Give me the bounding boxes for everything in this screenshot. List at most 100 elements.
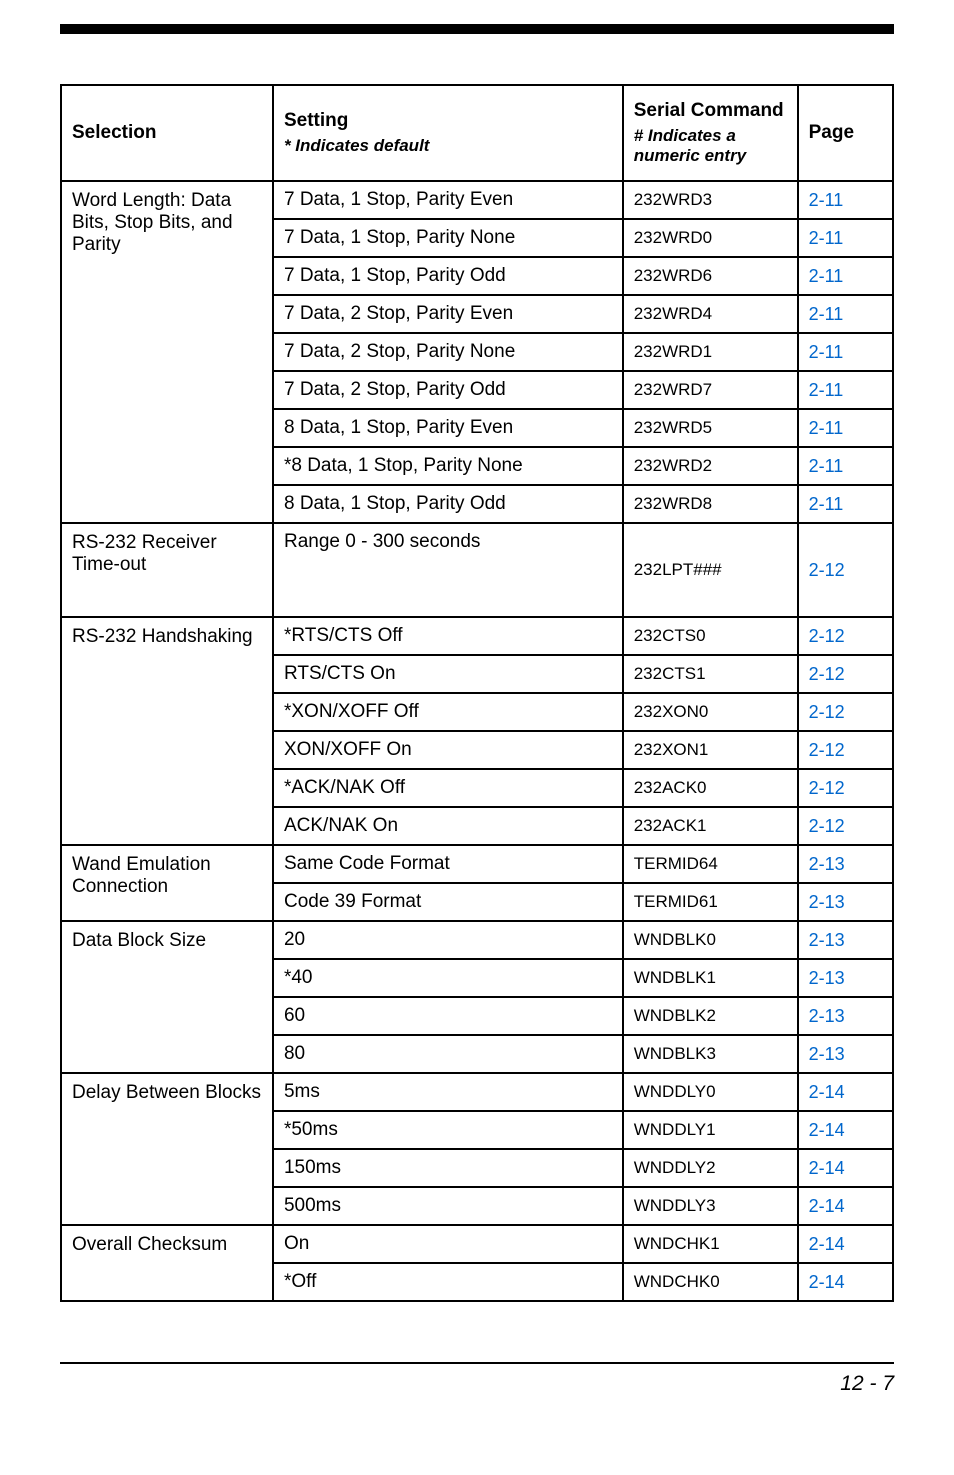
page-link[interactable]: 2-14 — [809, 1234, 845, 1254]
command-cell: 232WRD7 — [623, 371, 798, 409]
command-cell: 232WRD5 — [623, 409, 798, 447]
command-cell: 232WRD3 — [623, 181, 798, 219]
page-link[interactable]: 2-14 — [809, 1120, 845, 1140]
setting-cell: 7 Data, 1 Stop, Parity Odd — [273, 257, 623, 295]
table-row: Word Length: Data Bits, Stop Bits, and P… — [61, 181, 893, 219]
page-cell: 2-14 — [798, 1263, 893, 1301]
command-cell: WNDBLK3 — [623, 1035, 798, 1073]
page-link[interactable]: 2-11 — [809, 304, 844, 324]
command-cell: 232WRD4 — [623, 295, 798, 333]
page-cell: 2-12 — [798, 807, 893, 845]
command-cell: 232ACK1 — [623, 807, 798, 845]
setting-cell: 7 Data, 2 Stop, Parity Odd — [273, 371, 623, 409]
page-link[interactable]: 2-12 — [809, 778, 845, 798]
setting-cell: *RTS/CTS Off — [273, 617, 623, 655]
page-cell: 2-11 — [798, 447, 893, 485]
page-link[interactable]: 2-13 — [809, 892, 845, 912]
table-row: Overall ChecksumOnWNDCHK12-14 — [61, 1225, 893, 1263]
command-cell: 232XON1 — [623, 731, 798, 769]
header-setting-label: Setting — [284, 110, 348, 131]
page-cell: 2-14 — [798, 1149, 893, 1187]
table-header-row: Selection Setting * Indicates default Se… — [61, 85, 893, 181]
command-cell: WNDDLY0 — [623, 1073, 798, 1111]
command-cell: 232CTS1 — [623, 655, 798, 693]
page-link[interactable]: 2-13 — [809, 968, 845, 988]
command-cell: 232WRD0 — [623, 219, 798, 257]
selection-cell: RS-232 Receiver Time-out — [61, 523, 273, 617]
page-link[interactable]: 2-14 — [809, 1082, 845, 1102]
setting-cell: 80 — [273, 1035, 623, 1073]
header-command: Serial Command # Indicates a numeric ent… — [623, 85, 798, 181]
setting-cell: XON/XOFF On — [273, 731, 623, 769]
command-cell: 232WRD1 — [623, 333, 798, 371]
page-cell: 2-13 — [798, 1035, 893, 1073]
page-cell: 2-13 — [798, 845, 893, 883]
setting-cell: 150ms — [273, 1149, 623, 1187]
page-cell: 2-11 — [798, 181, 893, 219]
page-link[interactable]: 2-13 — [809, 930, 845, 950]
setting-cell: *ACK/NAK Off — [273, 769, 623, 807]
page-link[interactable]: 2-13 — [809, 1006, 845, 1026]
page-number: 12 - 7 — [0, 1372, 894, 1396]
page-cell: 2-11 — [798, 371, 893, 409]
page-link[interactable]: 2-13 — [809, 1044, 845, 1064]
setting-cell: 500ms — [273, 1187, 623, 1225]
header-selection: Selection — [61, 85, 273, 181]
table-row: Data Block Size20WNDBLK02-13 — [61, 921, 893, 959]
setting-cell: 7 Data, 2 Stop, Parity None — [273, 333, 623, 371]
page-cell: 2-14 — [798, 1073, 893, 1111]
command-cell: WNDCHK1 — [623, 1225, 798, 1263]
page-link[interactable]: 2-11 — [809, 418, 844, 438]
setting-cell: 7 Data, 2 Stop, Parity Even — [273, 295, 623, 333]
command-cell: WNDBLK2 — [623, 997, 798, 1035]
page-cell: 2-14 — [798, 1225, 893, 1263]
page-cell: 2-12 — [798, 655, 893, 693]
command-cell: 232WRD8 — [623, 485, 798, 523]
command-cell: WNDDLY3 — [623, 1187, 798, 1225]
page-link[interactable]: 2-14 — [809, 1272, 845, 1292]
page-link[interactable]: 2-11 — [809, 228, 844, 248]
selection-cell: Wand Emulation Connection — [61, 845, 273, 921]
command-cell: 232XON0 — [623, 693, 798, 731]
page-link[interactable]: 2-11 — [809, 380, 844, 400]
selection-cell: Overall Checksum — [61, 1225, 273, 1301]
page-cell: 2-14 — [798, 1187, 893, 1225]
page-link[interactable]: 2-12 — [809, 816, 845, 836]
command-cell: WNDBLK0 — [623, 921, 798, 959]
page-link[interactable]: 2-12 — [809, 740, 845, 760]
setting-cell: 5ms — [273, 1073, 623, 1111]
page-cell: 2-14 — [798, 1111, 893, 1149]
page-link[interactable]: 2-11 — [809, 494, 844, 514]
setting-cell: *XON/XOFF Off — [273, 693, 623, 731]
command-cell: 232LPT### — [623, 523, 798, 617]
page-link[interactable]: 2-11 — [809, 190, 844, 210]
header-command-sub: # Indicates a numeric entry — [634, 126, 787, 166]
footer-rule — [60, 1362, 894, 1364]
page-cell: 2-11 — [798, 257, 893, 295]
setting-cell: Code 39 Format — [273, 883, 623, 921]
setting-cell: *Off — [273, 1263, 623, 1301]
setting-cell: 7 Data, 1 Stop, Parity Even — [273, 181, 623, 219]
page-link[interactable]: 2-11 — [809, 342, 844, 362]
setting-cell: 8 Data, 1 Stop, Parity Even — [273, 409, 623, 447]
page-cell: 2-12 — [798, 693, 893, 731]
command-cell: TERMID64 — [623, 845, 798, 883]
page-cell: 2-11 — [798, 485, 893, 523]
page-link[interactable]: 2-11 — [809, 456, 844, 476]
page-cell: 2-12 — [798, 731, 893, 769]
table-row: RS-232 Handshaking*RTS/CTS Off232CTS02-1… — [61, 617, 893, 655]
page-link[interactable]: 2-14 — [809, 1196, 845, 1216]
header-command-label: Serial Command — [634, 100, 784, 121]
page-link[interactable]: 2-12 — [809, 560, 845, 580]
page-link[interactable]: 2-12 — [809, 702, 845, 722]
setting-cell: Same Code Format — [273, 845, 623, 883]
header-page: Page — [798, 85, 893, 181]
header-selection-label: Selection — [72, 122, 156, 143]
page-link[interactable]: 2-12 — [809, 664, 845, 684]
page-link[interactable]: 2-14 — [809, 1158, 845, 1178]
command-cell: 232ACK0 — [623, 769, 798, 807]
page-link[interactable]: 2-12 — [809, 626, 845, 646]
command-cell: 232WRD2 — [623, 447, 798, 485]
page-link[interactable]: 2-13 — [809, 854, 845, 874]
page-link[interactable]: 2-11 — [809, 266, 844, 286]
